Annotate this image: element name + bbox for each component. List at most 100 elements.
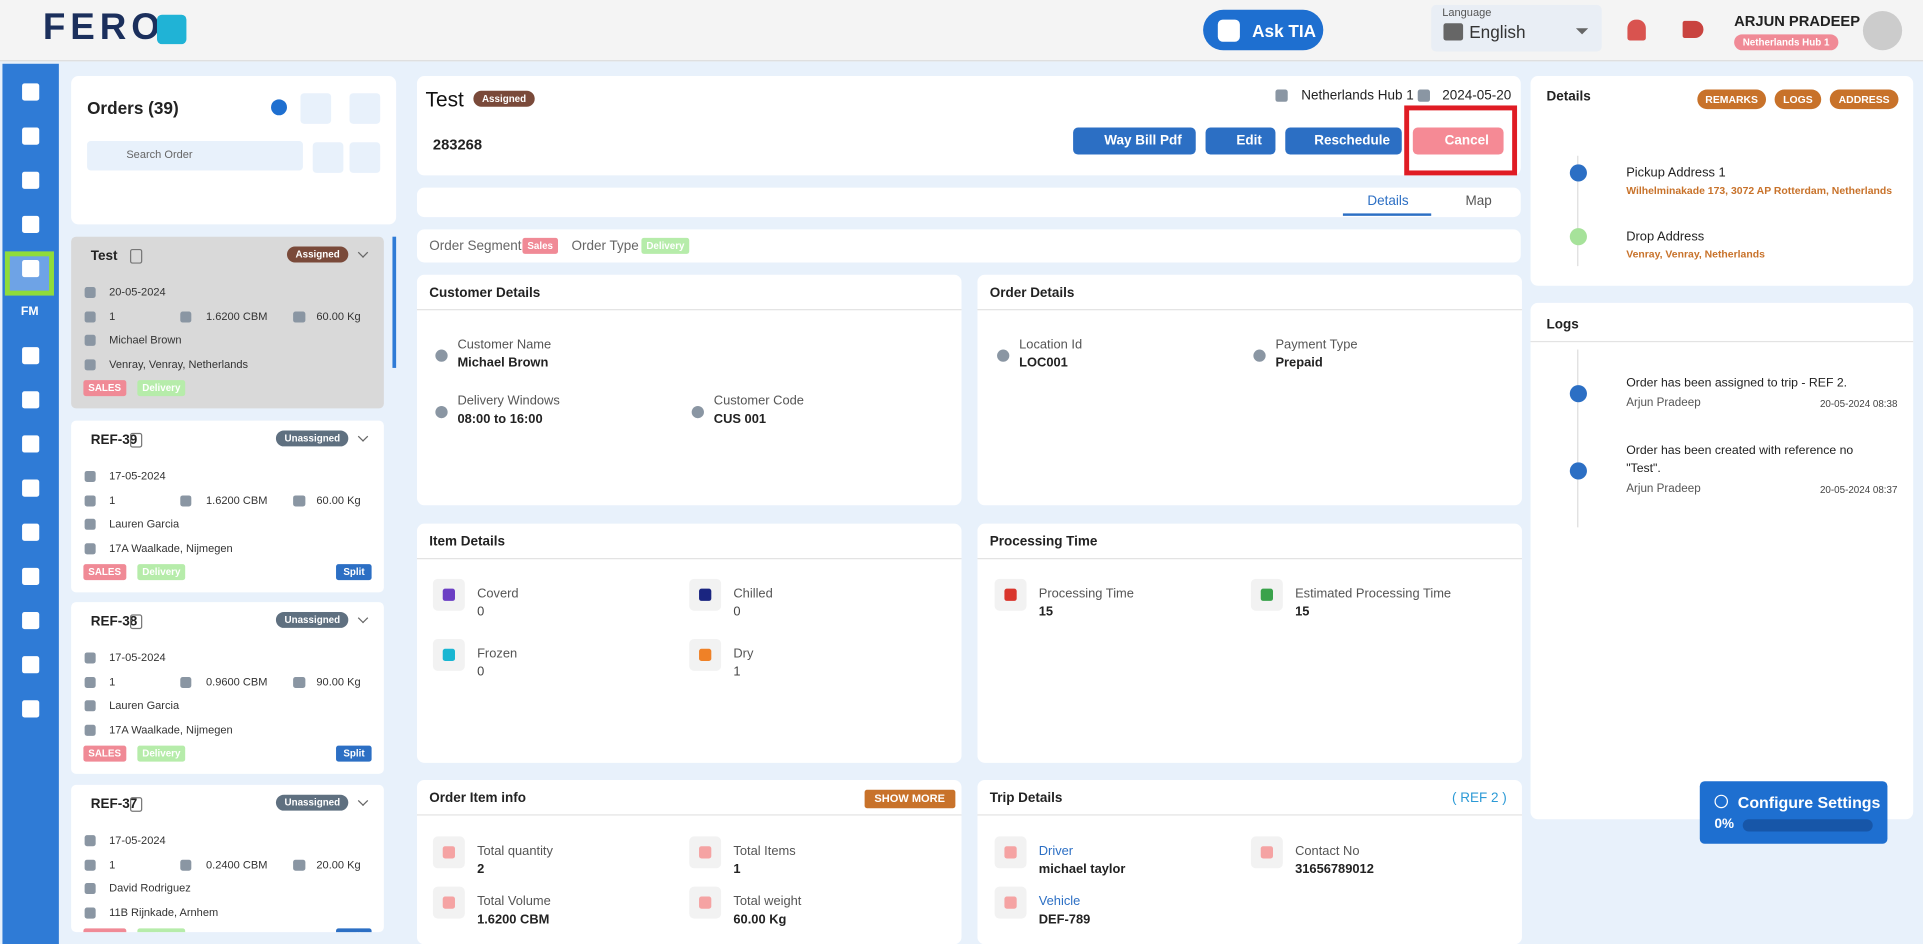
notification-icon[interactable] <box>1627 19 1646 41</box>
order-quantity: 1 <box>109 310 116 323</box>
field-value: 0 <box>477 604 485 620</box>
action-button[interactable]: Way Bill Pdf <box>1073 127 1196 155</box>
section-title: Order Details <box>989 285 1075 301</box>
avatar[interactable] <box>1862 11 1903 51</box>
stop-address: Wilhelminakade 173, 3072 AP Rotterdam, N… <box>1626 183 1893 197</box>
search-box[interactable] <box>87 141 303 171</box>
ask-tia-button[interactable]: Ask TIA <box>1203 9 1324 51</box>
row-icon <box>293 859 306 871</box>
field-label: Coverd <box>477 586 519 601</box>
field-glyph <box>1004 588 1017 601</box>
date-icon <box>1417 89 1430 102</box>
field-glyph <box>699 846 712 859</box>
download-button[interactable] <box>300 93 332 124</box>
sidebar-icon[interactable] <box>22 391 40 409</box>
sidebar-icon[interactable] <box>22 567 40 585</box>
show-more-button[interactable]: SHOW MORE <box>864 789 955 809</box>
order-title: Test <box>425 88 464 112</box>
help-icon[interactable] <box>271 99 287 116</box>
tab[interactable]: Map <box>1465 193 1492 209</box>
sidebar-active <box>4 251 54 296</box>
field-label: Contact No <box>1295 843 1360 859</box>
order-weight: 20.00 Kg <box>316 858 361 871</box>
section-card: Item Details Coverd 0 Chilled 0 Frozen 0 Dry 1 <box>416 523 962 763</box>
order-volume: 0.2400 CBM <box>206 858 268 871</box>
sidebar-icon[interactable] <box>22 347 40 365</box>
order-status: Unassigned <box>275 611 349 628</box>
log-time: 20-05-2024 08:37 <box>1819 484 1898 496</box>
row-icon <box>84 286 96 299</box>
order-status: Unassigned <box>275 430 349 447</box>
timeline-line <box>1577 155 1579 267</box>
field-icon <box>435 405 448 419</box>
action-button[interactable]: Edit <box>1205 127 1276 155</box>
details-button[interactable]: ADDRESS <box>1829 89 1899 110</box>
sidebar-icon[interactable] <box>22 700 40 718</box>
field-icon <box>994 886 1027 919</box>
order-header <box>416 76 1521 176</box>
order-hub: Netherlands Hub 1 <box>1301 88 1414 104</box>
tab[interactable]: Details <box>1367 193 1409 209</box>
field-label: Estimated Processing Time <box>1295 586 1452 601</box>
action-button[interactable]: Reschedule <box>1285 127 1402 155</box>
field-glyph <box>699 896 712 909</box>
segment-bar <box>416 229 1521 263</box>
sidebar-icon[interactable] <box>22 435 40 453</box>
section-card: Order Item info SHOW MORE Total quantity 2 T… <box>416 779 962 944</box>
order-status: Assigned <box>473 90 535 107</box>
field-icon <box>432 836 465 869</box>
row-icon <box>180 311 192 323</box>
type-tag: Delivery <box>137 745 186 762</box>
action-button[interactable]: Cancel <box>1412 127 1504 155</box>
timeline-dot <box>1569 164 1587 182</box>
details-button[interactable]: REMARKS <box>1697 89 1767 110</box>
details-title: Details <box>1546 89 1591 105</box>
logs-divider <box>1530 340 1914 343</box>
order-card[interactable]: Test Assigned 20-05-2024 1 Michael Brown Venr… <box>71 236 384 409</box>
type-tag: Delivery <box>137 380 186 397</box>
sidebar-icon[interactable] <box>22 611 40 630</box>
hub-icon <box>1275 89 1288 102</box>
order-card[interactable]: REF-38 Unassigned 17-05-2024 1 Lauren Garcia… <box>71 602 384 774</box>
section-divider <box>416 814 962 816</box>
announce-icon[interactable] <box>1682 20 1704 39</box>
field-icon <box>994 836 1027 869</box>
scrollbar <box>392 236 397 368</box>
chevron <box>357 795 369 807</box>
highlight-box <box>1404 105 1518 176</box>
field-icon <box>1250 836 1283 869</box>
sidebar-icon[interactable] <box>22 656 40 674</box>
logs-panel <box>1530 302 1914 820</box>
field-value: 2 <box>477 862 485 877</box>
order-date: 2024-05-20 <box>1442 88 1512 104</box>
order-customer: Lauren Garcia <box>109 699 180 712</box>
filter-button[interactable] <box>312 142 344 173</box>
order-card[interactable]: REF-37 Unassigned 17-05-2024 1 David Rodrigu… <box>71 784 384 933</box>
sidebar-icon[interactable] <box>22 83 40 101</box>
add-button[interactable] <box>349 93 381 124</box>
sidebar-icon[interactable] <box>22 215 40 234</box>
sidebar-icon[interactable] <box>22 259 40 278</box>
order-id: Test <box>90 248 118 264</box>
configure-settings[interactable]: Configure Settings 0% <box>1699 781 1888 844</box>
trip-ref[interactable]: ( REF 2 ) <box>1452 791 1507 806</box>
order-card[interactable]: REF-39 Unassigned 17-05-2024 1 Lauren Garcia… <box>71 420 384 593</box>
row-icon <box>84 543 96 555</box>
order-date: 20-05-2024 <box>109 285 166 299</box>
field-label: Driver <box>1038 843 1074 859</box>
sidebar-icon[interactable] <box>22 523 40 541</box>
field-value: 15 <box>1038 604 1054 620</box>
language-label: Language <box>1442 6 1492 19</box>
language-select[interactable]: Language English <box>1431 4 1602 52</box>
refresh-button[interactable] <box>349 142 381 173</box>
sidebar-fm: FM <box>20 305 39 319</box>
order-date: 17-05-2024 <box>109 833 166 847</box>
sidebar-icon[interactable] <box>22 171 40 189</box>
sidebar-icon[interactable] <box>22 127 40 145</box>
field-icon <box>689 638 722 671</box>
timeline-dot <box>1569 228 1587 246</box>
details-button[interactable]: LOGS <box>1774 89 1822 110</box>
field-icon <box>1253 349 1266 362</box>
sidebar-icon[interactable] <box>22 479 40 497</box>
field-value: 08:00 to 16:00 <box>457 412 543 427</box>
